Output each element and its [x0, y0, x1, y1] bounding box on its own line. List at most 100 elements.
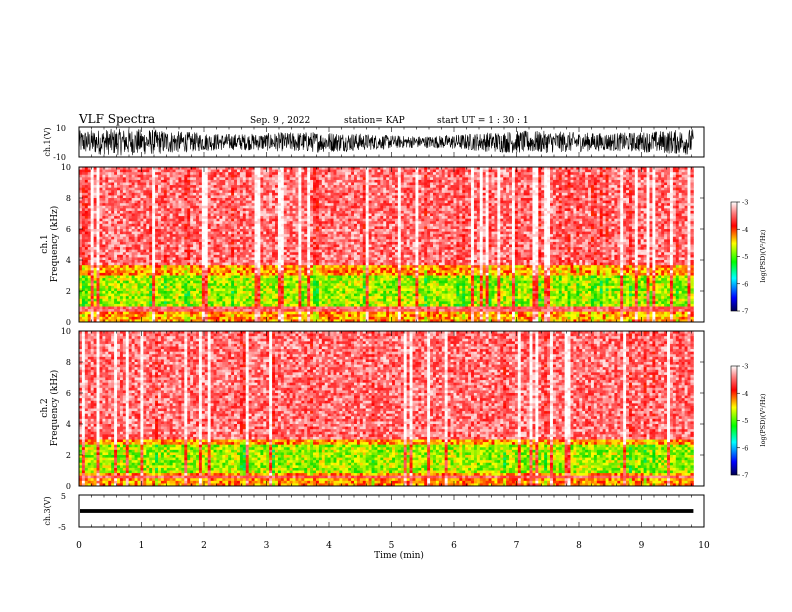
spectrogram-cell — [79, 185, 83, 189]
spectrogram-cell — [146, 226, 150, 230]
spectrogram-cell — [222, 218, 226, 222]
spectrogram-cell — [157, 182, 162, 186]
spectrogram-cell — [295, 283, 299, 287]
spectrogram-cell — [79, 293, 83, 297]
spectrogram-cell — [131, 296, 135, 300]
spectrogram-cell — [172, 278, 176, 282]
spectrogram-cell — [198, 223, 203, 227]
spectrogram-cell — [93, 234, 97, 238]
spectrogram-cell — [251, 174, 255, 178]
spectrogram-cell — [87, 316, 92, 320]
spectrogram-cell — [222, 226, 226, 230]
spectrogram-cell — [310, 293, 314, 297]
spectrogram-cell — [245, 185, 250, 189]
spectrogram-cell — [216, 309, 220, 313]
spectrogram-cell — [193, 283, 197, 287]
spectrogram-cell — [260, 231, 264, 235]
spectrogram-cell — [178, 226, 182, 230]
spectrogram-cell — [313, 267, 317, 271]
spectrogram-cell — [225, 265, 229, 269]
spectrogram-cell — [163, 252, 168, 256]
spectrogram-cell — [193, 247, 197, 251]
spectrogram-cell — [310, 252, 314, 256]
spectrogram-cell — [102, 190, 106, 194]
spectrogram-cell — [254, 210, 258, 214]
spectrogram-cell — [96, 316, 100, 320]
spectrogram-cell — [87, 249, 92, 253]
spectrogram-cell — [275, 177, 279, 181]
spectrogram-cell — [178, 182, 182, 186]
spectrogram-cell — [219, 205, 223, 209]
spectrogram-cell — [111, 221, 115, 225]
spectrogram-cell — [181, 278, 185, 282]
spectrogram-cell — [228, 319, 232, 323]
spectrogram-cell — [149, 275, 153, 279]
spectrogram-cell — [272, 254, 276, 258]
spectrogram-cell — [260, 316, 264, 320]
spectrogram-cell — [283, 210, 288, 214]
spectrogram-cell — [231, 198, 235, 201]
spectrogram-cell — [198, 247, 203, 251]
spectrogram-cell — [260, 272, 264, 276]
spectrogram-cell — [172, 174, 176, 178]
spectrogram-cell — [166, 293, 171, 297]
spectrogram-cell — [84, 229, 89, 232]
spectrogram-cell — [125, 260, 130, 263]
spectrogram-cell — [289, 247, 293, 251]
spectrogram-cell — [260, 267, 264, 271]
spectrogram-cell — [242, 319, 247, 323]
spectrogram-cell — [134, 200, 138, 204]
spectrogram-cell — [277, 278, 282, 282]
spectrogram-cell — [172, 210, 176, 214]
spectrogram-cell — [166, 280, 171, 284]
spectrogram-cell — [219, 239, 223, 243]
spectrogram-cell — [248, 172, 253, 176]
spectrogram-cell — [231, 216, 235, 220]
spectrogram-cell — [187, 179, 191, 183]
spectrogram-cell — [190, 198, 194, 201]
spectrogram-cell — [181, 216, 185, 220]
spectrogram-cell — [275, 192, 279, 196]
spectrogram-cell — [277, 249, 282, 253]
spectrogram-cell — [134, 293, 138, 297]
spectrogram-cell — [198, 293, 203, 297]
spectrogram-cell — [204, 311, 209, 315]
spectrogram-cell — [96, 210, 100, 214]
spectrogram-cell — [172, 172, 176, 176]
spectrogram-cell — [96, 203, 100, 207]
spectrogram-cell — [178, 283, 182, 287]
spectrogram-cell — [301, 257, 305, 261]
spectrogram-cell — [140, 252, 144, 256]
spectrogram-cell — [266, 316, 270, 320]
spectrogram-cell — [204, 293, 209, 297]
spectrogram-cell — [122, 241, 127, 245]
spectrogram-cell — [315, 210, 320, 214]
spectrogram-cell — [216, 177, 220, 181]
spectrogram-cell — [222, 190, 226, 194]
spectrogram-cell — [122, 179, 127, 183]
spectrogram-cell — [119, 172, 124, 176]
spectrogram-cell — [251, 314, 255, 318]
spectrogram-cell — [257, 260, 261, 263]
spectrogram-cell — [93, 288, 97, 292]
spectrogram-cell — [166, 244, 171, 248]
spectrogram-cell — [213, 260, 217, 263]
spectrogram-cell — [143, 172, 147, 176]
spectrogram-cell — [134, 298, 138, 302]
spectrogram-cell — [307, 262, 311, 266]
spectrogram-cell — [105, 187, 109, 191]
spectrogram-cell — [93, 270, 97, 274]
spectrogram-cell — [207, 169, 212, 173]
spectrogram-cell — [169, 179, 174, 183]
spectrogram-cell — [134, 265, 138, 269]
spectrogram-cell — [298, 265, 302, 269]
spectrogram-cell — [280, 311, 285, 315]
spectrogram-cell — [289, 278, 293, 282]
spectrogram-cell — [313, 301, 317, 305]
spectrogram-cell — [125, 231, 130, 235]
spectrogram-cell — [125, 190, 130, 194]
spectrogram-cell — [248, 218, 253, 222]
spectrogram-cell — [160, 247, 165, 251]
spectrogram-cell — [163, 182, 168, 186]
spectrogram-cell — [277, 177, 282, 181]
